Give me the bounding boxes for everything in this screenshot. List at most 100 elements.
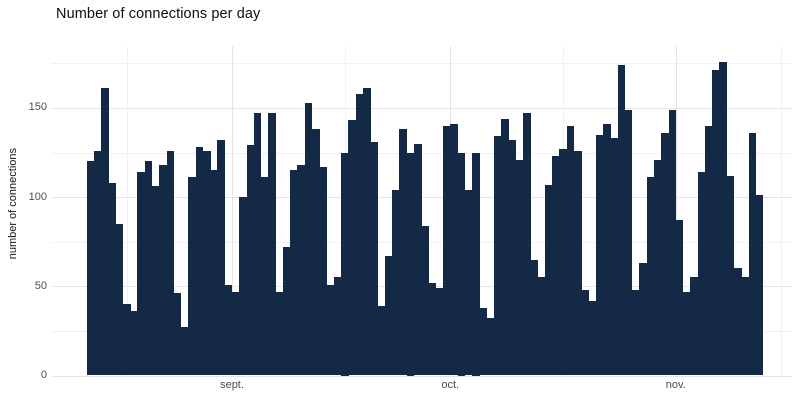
bar bbox=[246, 145, 255, 376]
bar bbox=[683, 291, 691, 376]
bar bbox=[639, 263, 648, 376]
bar bbox=[108, 182, 116, 376]
bar bbox=[559, 148, 567, 376]
x-axis-tick-label: nov. bbox=[665, 379, 686, 391]
major-vgridline bbox=[232, 46, 233, 376]
bar bbox=[210, 170, 218, 376]
bar bbox=[741, 277, 749, 376]
bar bbox=[151, 186, 160, 376]
minor-gridline bbox=[52, 152, 792, 154]
bar bbox=[624, 109, 633, 376]
bar bbox=[719, 61, 728, 376]
bar bbox=[326, 284, 335, 376]
y-axis-tick-label: 50 bbox=[34, 279, 47, 292]
bar bbox=[515, 159, 524, 376]
bar bbox=[704, 125, 713, 376]
bar bbox=[537, 277, 546, 376]
y-axis-title: number of connections bbox=[7, 148, 19, 260]
bar bbox=[573, 150, 582, 376]
bar bbox=[86, 161, 95, 376]
major-gridline bbox=[52, 107, 792, 109]
bar bbox=[319, 166, 327, 376]
bar bbox=[661, 132, 669, 376]
bar bbox=[159, 164, 167, 376]
bar bbox=[268, 113, 276, 376]
chart-title: Number of connections per day bbox=[56, 6, 261, 22]
minor-gridline bbox=[52, 63, 792, 65]
bar bbox=[552, 156, 560, 376]
bar bbox=[261, 177, 269, 376]
bar bbox=[595, 134, 604, 376]
bar bbox=[435, 288, 444, 376]
bar bbox=[544, 184, 553, 376]
bar bbox=[712, 70, 720, 376]
bar bbox=[188, 177, 196, 376]
x-axis-tick-label: oct. bbox=[441, 379, 460, 391]
bar bbox=[290, 170, 298, 376]
bar bbox=[668, 109, 677, 376]
bar bbox=[733, 268, 742, 376]
bar bbox=[406, 152, 415, 376]
major-gridline bbox=[52, 375, 792, 377]
bar bbox=[217, 140, 226, 376]
bar bbox=[304, 102, 313, 376]
bar bbox=[755, 195, 764, 376]
bar bbox=[224, 284, 233, 376]
bar bbox=[450, 123, 458, 376]
minor-vgridline bbox=[126, 46, 128, 376]
bar bbox=[232, 291, 240, 376]
bar bbox=[348, 120, 357, 376]
bar bbox=[428, 282, 437, 376]
bar bbox=[581, 289, 589, 376]
bar bbox=[646, 177, 655, 376]
bar bbox=[253, 113, 262, 376]
bar bbox=[566, 125, 575, 376]
bar bbox=[748, 132, 757, 376]
bar bbox=[333, 277, 342, 376]
bar bbox=[697, 172, 706, 376]
bar bbox=[726, 175, 735, 376]
bar bbox=[115, 223, 124, 376]
bar bbox=[690, 277, 698, 376]
bar bbox=[181, 327, 189, 376]
bar bbox=[370, 141, 378, 376]
bar bbox=[392, 189, 400, 376]
bar bbox=[282, 247, 291, 376]
bar bbox=[486, 318, 495, 376]
bar bbox=[610, 138, 618, 376]
bar bbox=[312, 129, 320, 376]
bar bbox=[603, 123, 611, 376]
bar bbox=[479, 307, 487, 376]
minor-vgridline bbox=[781, 46, 783, 376]
bar bbox=[523, 113, 531, 376]
bar bbox=[442, 125, 451, 376]
bar bbox=[122, 304, 131, 376]
y-axis-tick-label: 0 bbox=[40, 369, 47, 381]
bar bbox=[101, 88, 109, 376]
bar bbox=[166, 150, 175, 376]
bar bbox=[93, 150, 102, 376]
bar bbox=[421, 225, 429, 376]
bar bbox=[464, 189, 473, 376]
x-axis-tick-label: sept. bbox=[220, 379, 244, 391]
y-axis-tick-label: 100 bbox=[28, 190, 47, 203]
bar bbox=[530, 259, 538, 376]
bar bbox=[675, 220, 684, 376]
bar bbox=[355, 93, 364, 376]
bar bbox=[653, 159, 662, 376]
major-gridline bbox=[52, 197, 792, 199]
y-axis-tick-label: 150 bbox=[28, 101, 47, 114]
bar bbox=[341, 152, 349, 376]
bar bbox=[173, 293, 182, 376]
bar bbox=[588, 300, 597, 376]
bar bbox=[508, 140, 517, 376]
bar bbox=[362, 88, 371, 376]
bar bbox=[144, 161, 153, 376]
bar bbox=[275, 291, 284, 376]
bar bbox=[239, 197, 247, 376]
bar bbox=[137, 172, 146, 376]
bar bbox=[377, 305, 386, 376]
major-vgridline bbox=[675, 46, 677, 376]
bar bbox=[457, 152, 466, 376]
